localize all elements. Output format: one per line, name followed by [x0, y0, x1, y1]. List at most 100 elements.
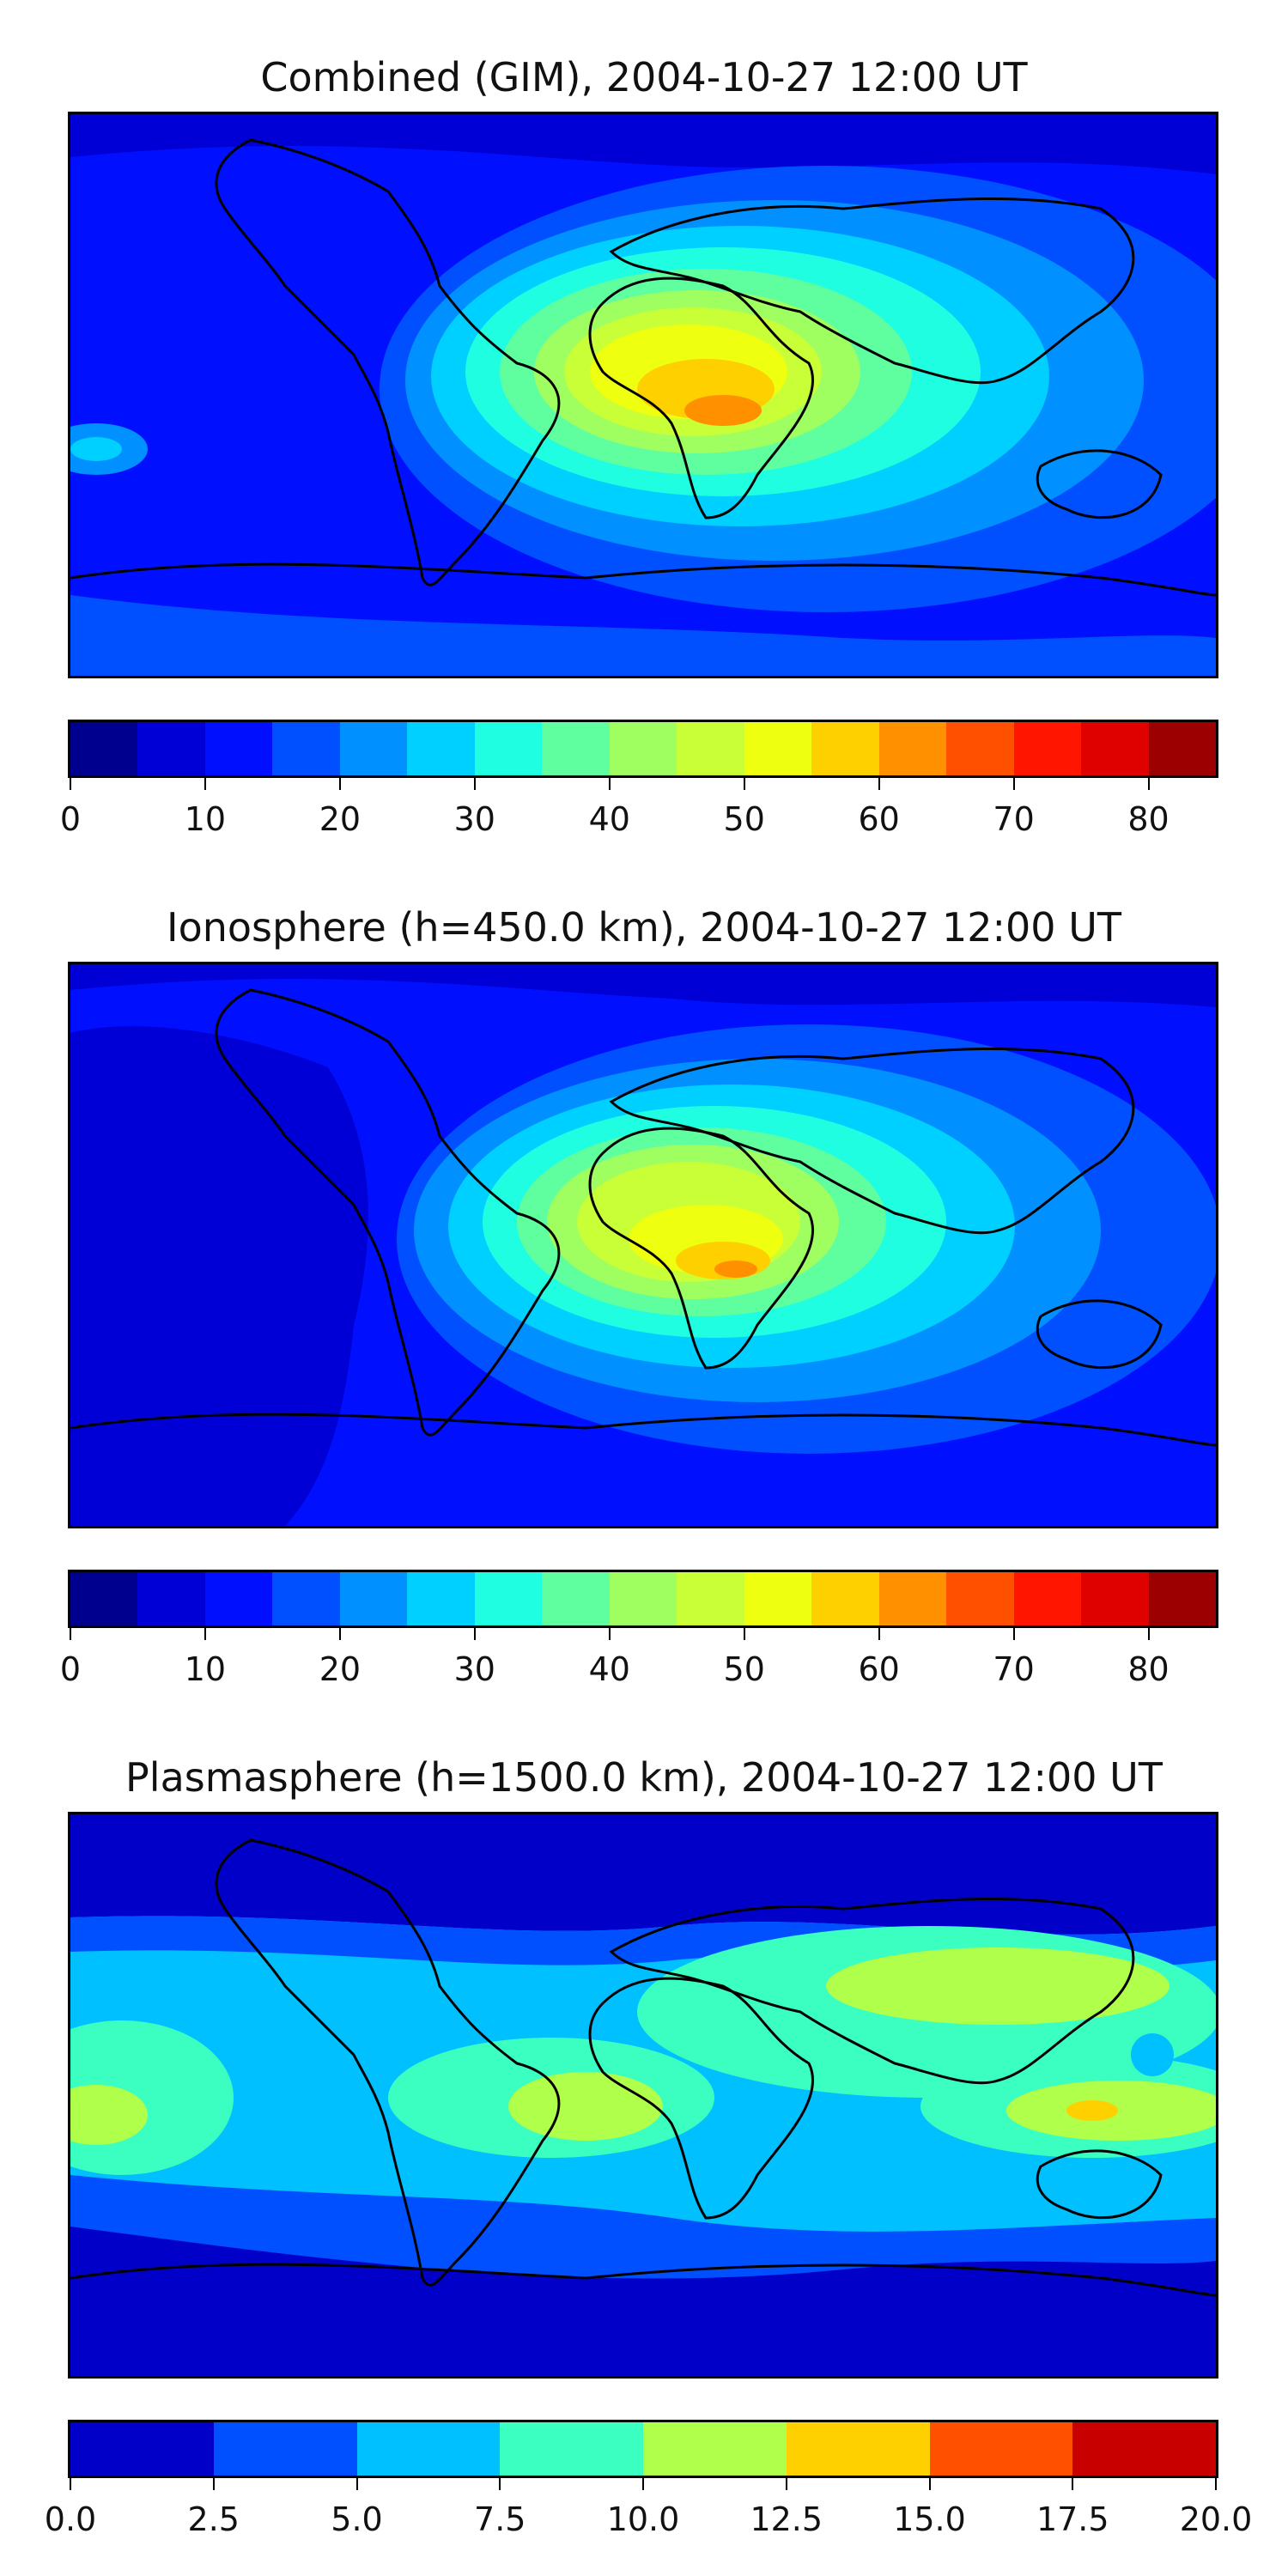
- colorbar-tick: [473, 778, 476, 790]
- colorbar-segment: [137, 1572, 205, 1625]
- colorbar-tick-label: 20: [319, 800, 361, 838]
- colorbar-segment: [811, 722, 879, 775]
- colorbar-segment: [70, 2422, 214, 2476]
- colorbar-tick: [785, 2478, 787, 2490]
- colorbar-segment: [1148, 1572, 1216, 1625]
- colorbar-tick: [1215, 2478, 1217, 2490]
- colorbar-tick: [1147, 778, 1150, 790]
- colorbar-tick-label: 40: [588, 800, 630, 838]
- colorbar-tick-label: 10.0: [606, 2500, 680, 2538]
- colorbar-segment: [811, 1572, 879, 1625]
- colorbar-segment: [356, 2422, 501, 2476]
- colorbar-segment: [946, 1572, 1014, 1625]
- colorbar-tick-label: 0.0: [44, 2500, 97, 2538]
- colorbar-tick-label: 10: [184, 800, 227, 838]
- colorbar-tick-label: 12.5: [750, 2500, 823, 2538]
- colorbar-tick: [1072, 2478, 1074, 2490]
- colorbar-tick-label: 15.0: [893, 2500, 966, 2538]
- colorbar-tick: [1147, 1628, 1150, 1640]
- colorbar-tick: [1012, 1628, 1015, 1640]
- colorbar-tick: [878, 778, 880, 790]
- colorbar-tick: [338, 1628, 341, 1640]
- colorbar-segment: [609, 1572, 677, 1625]
- colorbar-tick-label: 30: [453, 800, 495, 838]
- panel-title: Combined (GIM), 2004-10-27 12:00 UT: [260, 54, 1028, 100]
- colorbar-tick-label: 70: [993, 800, 1035, 838]
- colorbar-tick: [473, 1628, 476, 1640]
- colorbar-tick-label: 60: [858, 800, 900, 838]
- map-ionosphere: [68, 962, 1218, 1528]
- colorbar-segment: [272, 722, 340, 775]
- tec-map-combined: [70, 114, 1216, 676]
- colorbar-ticks-plasmasphere: 0.0 2.5 5.0 7.5 10.0 12.5 15.0 17.5 20.0: [45, 2478, 1252, 2538]
- colorbar-segment: [474, 722, 543, 775]
- colorbar-tick: [878, 1628, 880, 1640]
- colorbar-tick-label: 70: [993, 1650, 1035, 1688]
- colorbar-segment: [1148, 722, 1216, 775]
- colorbar-segment: [1081, 1572, 1149, 1625]
- colorbar-segment: [542, 1572, 610, 1625]
- colorbar-segment: [744, 722, 812, 775]
- colorbar-segment: [213, 2422, 357, 2476]
- colorbar-tick: [212, 2478, 215, 2490]
- colorbar-segment: [1081, 722, 1149, 775]
- colorbar-tick: [355, 2478, 358, 2490]
- colorbar-segment: [70, 1572, 138, 1625]
- colorbar-segment: [204, 1572, 273, 1625]
- colorbar-tick-label: 40: [588, 1650, 630, 1688]
- colorbar-tick: [70, 778, 71, 790]
- colorbar-tick-label: 50: [723, 1650, 765, 1688]
- colorbar-tick: [608, 778, 611, 790]
- colorbar-combined: [68, 720, 1218, 778]
- colorbar-tick: [608, 1628, 611, 1640]
- colorbar-tick: [70, 2478, 71, 2490]
- colorbar-segment: [542, 722, 610, 775]
- colorbar-tick-label: 2.5: [187, 2500, 240, 2538]
- colorbar-tick-label: 30: [453, 1650, 495, 1688]
- colorbar-segment: [677, 722, 744, 775]
- tec-map-plasmasphere: [70, 1814, 1216, 2376]
- tec-map-ionosphere: [70, 964, 1216, 1526]
- colorbar-tick: [204, 1628, 206, 1640]
- colorbar-tick-label: 17.5: [1036, 2500, 1109, 2538]
- colorbar-segment: [946, 722, 1014, 775]
- colorbar-plasmasphere: [68, 2420, 1218, 2478]
- colorbar-segment: [407, 722, 475, 775]
- map-combined: [68, 112, 1218, 678]
- colorbar-tick-label: 10: [184, 1650, 227, 1688]
- panel-title: Plasmasphere (h=1500.0 km), 2004-10-27 1…: [125, 1754, 1163, 1801]
- colorbar-tick: [499, 2478, 501, 2490]
- colorbar-tick: [642, 2478, 644, 2490]
- colorbar-tick-label: 80: [1127, 800, 1170, 838]
- colorbar-segment: [1072, 2422, 1216, 2476]
- colorbar-segment: [204, 722, 273, 775]
- colorbar-segment: [744, 1572, 812, 1625]
- panel-title: Ionosphere (h=450.0 km), 2004-10-27 12:0…: [167, 904, 1121, 951]
- colorbar-tick-label: 0: [59, 1650, 82, 1688]
- colorbar-tick-label: 50: [723, 800, 765, 838]
- colorbar-tick-label: 0: [59, 800, 82, 838]
- colorbar-ticks-combined: 0 10 20 30 40 50 60 70 80: [60, 778, 1218, 838]
- colorbar-tick-label: 20.0: [1179, 2500, 1253, 2538]
- colorbar-tick: [743, 1628, 745, 1640]
- colorbar-tick-label: 20: [319, 1650, 361, 1688]
- colorbar-segment: [272, 1572, 340, 1625]
- colorbar-tick: [204, 778, 206, 790]
- colorbar-tick: [1012, 778, 1015, 790]
- colorbar-segment: [500, 2422, 643, 2476]
- colorbar-segment: [137, 722, 205, 775]
- colorbar-segment: [474, 1572, 543, 1625]
- colorbar-tick: [338, 778, 341, 790]
- colorbar-tick-label: 60: [858, 1650, 900, 1688]
- colorbar-segment: [677, 1572, 744, 1625]
- colorbar-segment: [339, 1572, 408, 1625]
- colorbar-segment: [1013, 722, 1082, 775]
- colorbar-segment: [643, 2422, 787, 2476]
- colorbar-tick-label: 5.0: [331, 2500, 383, 2538]
- colorbar-segment: [70, 722, 138, 775]
- colorbar-tick: [743, 778, 745, 790]
- colorbar-segment: [786, 2422, 930, 2476]
- colorbar-segment: [609, 722, 677, 775]
- colorbar-tick: [928, 2478, 931, 2490]
- colorbar-segment: [878, 722, 947, 775]
